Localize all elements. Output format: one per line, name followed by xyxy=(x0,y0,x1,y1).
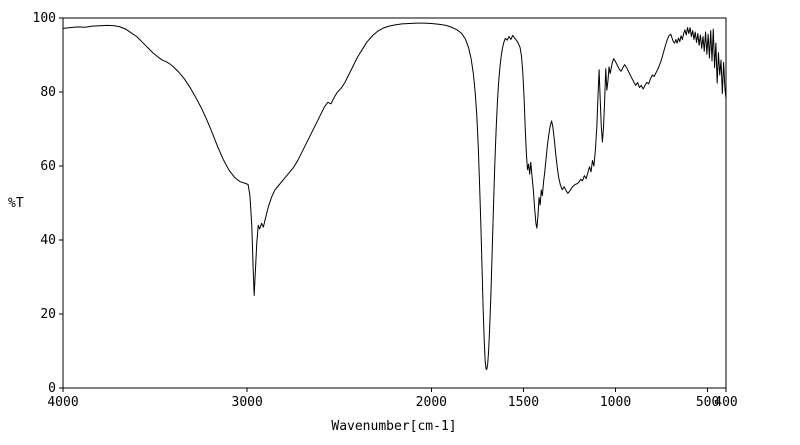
y-tick-label: 40 xyxy=(40,233,56,248)
y-axis-label: %T xyxy=(8,196,24,211)
x-tick-label: 3000 xyxy=(232,395,263,410)
y-tick-label: 100 xyxy=(33,11,56,26)
x-tick-label: 400 xyxy=(714,395,737,410)
x-tick-label: 4000 xyxy=(47,395,78,410)
y-axis-ticks: 100 80 60 40 20 0 xyxy=(33,11,63,396)
x-tick-label: 1000 xyxy=(600,395,631,410)
x-tick-label: 2000 xyxy=(416,395,447,410)
x-axis-label: Wavenumber[cm-1] xyxy=(331,419,456,434)
x-tick-label: 500 xyxy=(696,395,719,410)
plot-area-border xyxy=(62,17,727,389)
spectrum-curve xyxy=(62,22,727,370)
y-tick-label: 60 xyxy=(40,159,56,174)
x-tick-label: 1500 xyxy=(508,395,539,410)
y-tick-label: 0 xyxy=(48,381,56,396)
y-tick-label: 20 xyxy=(40,307,56,322)
y-tick-label: 80 xyxy=(40,85,56,100)
